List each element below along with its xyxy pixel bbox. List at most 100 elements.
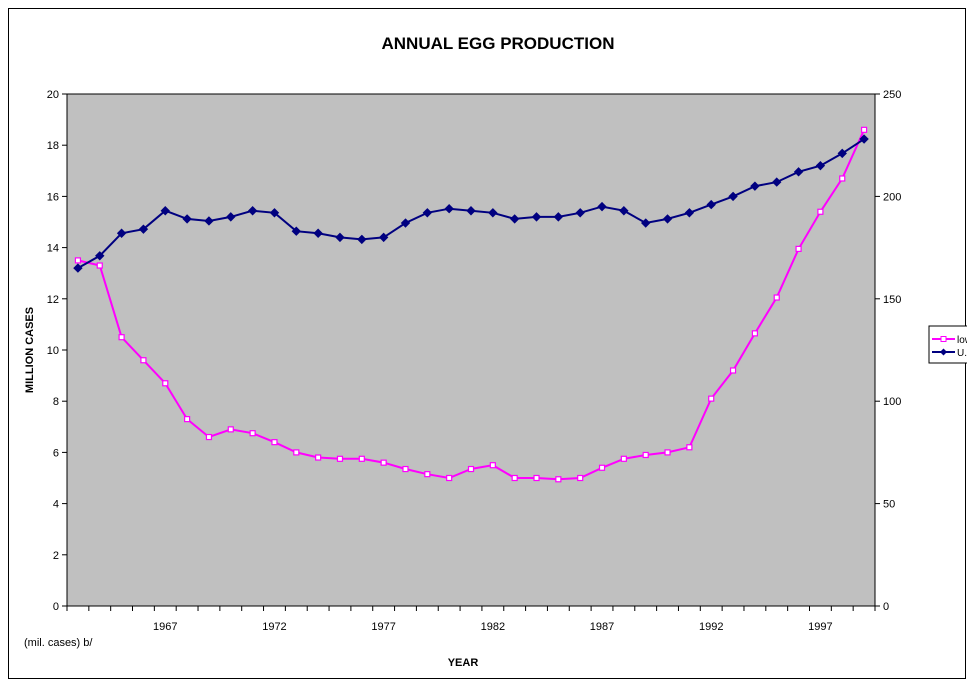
data-point-square [555,476,562,483]
data-point-square [729,367,737,374]
data-point-square [708,395,715,402]
data-point-diamond [160,206,170,216]
data-point-square [74,257,82,264]
chart-title: ANNUAL EGG PRODUCTION [382,34,615,53]
data-point-diamond [444,203,454,214]
data-point-square [598,464,606,471]
data-point-diamond [793,167,804,177]
data-point-square [96,262,103,269]
data-point-diamond [116,228,127,238]
left-tick-label: 0 [53,601,59,613]
chart-frame: ANNUAL EGG PRODUCTION 0 2 4 6 8 10 12 14 16 18 20 … [8,8,967,679]
data-point-square [402,465,409,473]
data-point-diamond [138,224,149,234]
left-tick-label: 18 [47,140,59,152]
data-point-diamond [859,134,869,144]
data-point-diamond [640,218,651,228]
data-point-square [839,175,846,182]
data-point-square [860,126,868,133]
data-point-square [227,426,234,433]
x-axis-title: YEAR [448,657,479,669]
x-tick-label: 1972 [262,621,286,633]
data-point-square [686,444,693,451]
data-point-square [424,471,431,478]
left-tick-label: 12 [47,294,59,306]
data-point-diamond [684,208,695,218]
legend: low U.S [928,325,967,364]
data-point-square [184,416,191,423]
left-tick-label: 2 [53,550,59,562]
data-point-diamond [575,208,585,218]
data-point-square [336,455,344,462]
data-point-square [249,430,256,437]
data-point-diamond [728,191,738,202]
left-tick-label: 10 [47,345,59,357]
data-point-square [751,330,758,337]
left-tick-label: 4 [53,499,59,511]
right-tick-label: 200 [883,191,901,203]
data-point-diamond [488,208,498,218]
data-point-diamond [531,212,542,222]
data-point-diamond [247,206,258,216]
data-point-diamond [815,160,826,171]
data-point-diamond [597,201,607,212]
data-point-diamond [509,214,520,224]
data-point-diamond [772,177,782,187]
data-point-square [467,465,475,473]
right-y-axis: 0 50 100 150 200 250 [874,89,901,613]
legend-label-1: low [957,335,967,346]
data-point-square [380,459,387,466]
data-point-diamond [335,232,345,243]
x-tick-label: 1977 [371,621,395,633]
x-tick-label: 1992 [699,621,723,633]
left-tick-label: 16 [47,191,59,203]
units-note: (mil. cases) b/ [24,637,93,649]
data-point-diamond [204,216,214,226]
data-point-square [293,449,300,456]
x-axis: 1967 1972 1977 1982 1987 1992 1997 [66,605,876,633]
data-point-square [533,474,540,482]
legend-box [928,325,967,364]
left-tick-label: 8 [53,396,59,408]
data-point-diamond [182,214,192,224]
right-tick-label: 150 [883,294,901,306]
data-point-square [577,474,584,482]
data-point-square [642,451,649,459]
data-point-square [664,449,671,456]
data-point-diamond [313,228,323,238]
data-point-diamond [226,212,236,222]
data-point-diamond [357,234,367,245]
data-point-square [205,433,213,441]
legend-label-2: U.S [957,348,967,359]
series-layer [73,126,869,483]
x-tick-label: 1982 [481,621,505,633]
data-point-square [446,474,453,482]
data-point-square [795,245,802,252]
data-point-square [118,334,125,341]
y-axis-title: MILLION CASES [24,307,36,393]
data-point-diamond [750,181,760,191]
left-tick-label: 20 [47,89,59,101]
data-point-square [511,474,518,482]
data-point-diamond [95,251,105,261]
legend-marker-diamond [940,348,947,356]
data-point-diamond [400,218,411,228]
data-point-square [315,454,322,461]
left-tick-label: 6 [53,447,59,459]
data-point-square [773,294,780,301]
left-y-axis: 0 2 4 6 8 10 12 14 16 18 20 [47,89,68,613]
data-point-diamond [422,208,433,218]
data-point-diamond [378,232,389,243]
data-point-square [817,208,824,215]
right-tick-label: 0 [883,601,889,613]
left-tick-label: 14 [47,243,59,255]
right-tick-label: 50 [883,499,895,511]
data-point-square [620,455,627,462]
data-point-square [162,380,169,387]
data-point-diamond [553,212,564,222]
data-point-square [140,357,147,364]
right-tick-label: 250 [883,89,901,101]
legend-marker-square [940,336,947,342]
data-point-diamond [73,263,83,273]
data-point-diamond [269,208,280,218]
